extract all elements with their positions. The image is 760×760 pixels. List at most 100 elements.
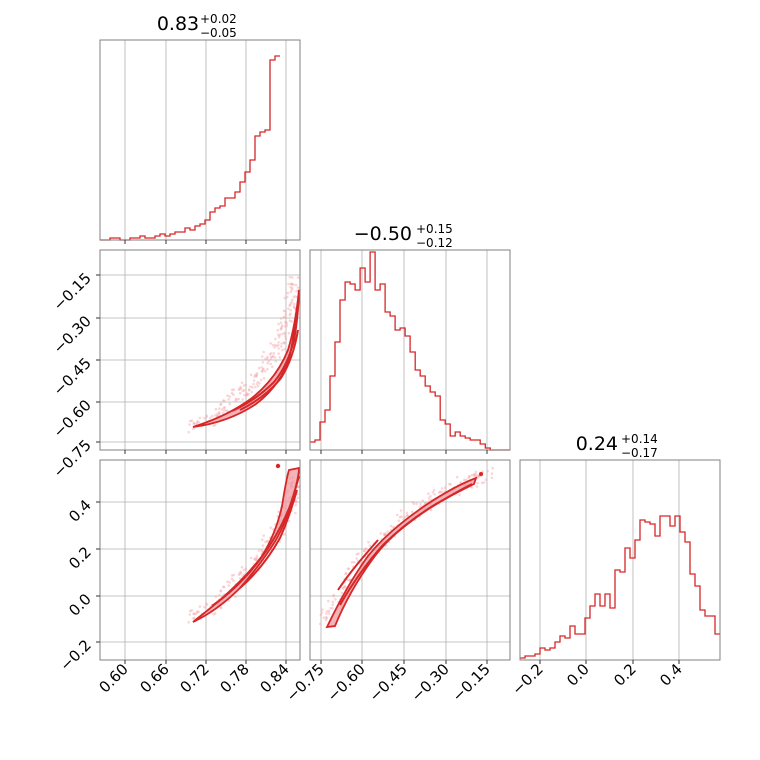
scatter-point xyxy=(285,321,288,324)
scatter-point xyxy=(188,613,191,616)
x-tick-label: 0.0 xyxy=(563,660,593,690)
scatter-point xyxy=(293,306,296,309)
grid-hist-p2 xyxy=(539,460,680,660)
panel-2d-r2c0 xyxy=(96,459,301,664)
scatter-point xyxy=(230,388,234,392)
scatter-point xyxy=(462,478,466,482)
scatter-point xyxy=(240,381,244,385)
scatter-point xyxy=(243,393,246,397)
scatter-point xyxy=(266,539,269,543)
scatter-point xyxy=(240,565,244,569)
scatter-point xyxy=(470,474,474,477)
scatter-point xyxy=(284,335,287,338)
axes-frame-r1c0 xyxy=(99,249,301,451)
scatter-point xyxy=(234,595,237,599)
scatter-point xyxy=(244,383,248,387)
scatter-point xyxy=(383,533,387,536)
scatter-point xyxy=(218,411,221,415)
scatter-point xyxy=(205,414,208,417)
ticks-r1c0 xyxy=(96,274,287,454)
x-tick-label: 0.78 xyxy=(216,660,252,696)
scatter-point xyxy=(279,345,283,348)
scatter-point xyxy=(364,547,367,550)
scatter-point xyxy=(228,395,231,398)
scatter-point xyxy=(283,331,286,335)
scatter-point xyxy=(340,591,344,595)
title-p2-minus: −0.17 xyxy=(621,446,658,460)
scatter-point xyxy=(474,473,477,476)
scatter-point xyxy=(427,492,430,496)
scatter-point xyxy=(324,615,328,619)
y-tick-labels-row2: 0.4 0.2 0.0 −0.2 xyxy=(56,496,94,674)
scatter-point xyxy=(234,397,238,401)
scatter-point xyxy=(254,558,258,562)
grid-hist-p1 xyxy=(320,250,488,450)
scatter-point xyxy=(254,558,258,562)
scatter-point xyxy=(213,423,217,427)
y-tick-label: 0.2 xyxy=(65,543,95,573)
scatter-point xyxy=(296,286,300,289)
scatter-point xyxy=(490,472,494,475)
scatter-point xyxy=(296,485,300,489)
scatter-point xyxy=(486,469,490,473)
scatter-point xyxy=(282,341,286,344)
scatter-point xyxy=(357,552,360,555)
scatter-point xyxy=(346,567,350,570)
scatter-point xyxy=(292,283,295,286)
scatter-point xyxy=(277,343,280,347)
scatter-point xyxy=(277,335,281,339)
title-p0-minus: −0.05 xyxy=(200,26,237,40)
scatter-point xyxy=(241,398,244,401)
scatter-point xyxy=(287,282,290,286)
scatter-point xyxy=(189,419,192,423)
y-tick-label: −0.60 xyxy=(50,396,95,441)
title-p0-plus: +0.02 xyxy=(200,12,237,26)
scatter-point xyxy=(244,567,248,571)
scatter-point xyxy=(283,533,287,536)
scatter-point xyxy=(294,504,298,507)
scatter-point xyxy=(191,427,195,431)
scatter-point xyxy=(275,344,279,348)
scatter-point xyxy=(285,322,288,326)
scatter-point xyxy=(459,481,463,484)
scatter-point xyxy=(264,357,267,361)
scatter-point xyxy=(230,574,234,577)
scatter-point xyxy=(288,313,292,317)
scatter-point xyxy=(399,509,403,512)
scatter-point xyxy=(284,310,287,313)
y-tick-labels-row1: −0.15 −0.30 −0.45 −0.60 −0.75 xyxy=(50,269,95,481)
scatter-point xyxy=(474,474,478,477)
scatter-point xyxy=(250,390,254,394)
scatter-point xyxy=(439,490,442,493)
scatter-point xyxy=(292,305,296,308)
scatter-point xyxy=(290,300,293,304)
scatter-point xyxy=(242,568,246,572)
y-tick-label: −0.75 xyxy=(50,436,95,481)
scatter-point xyxy=(490,476,494,480)
scatter-point xyxy=(282,342,286,345)
scatter-point xyxy=(282,316,286,319)
scatter-point xyxy=(285,324,289,328)
scatter-point xyxy=(269,342,273,345)
scatter-point xyxy=(263,369,267,373)
scatter-point xyxy=(281,348,284,352)
scatter-point xyxy=(245,394,248,397)
scatter-point xyxy=(260,366,264,369)
scatter-point xyxy=(223,399,226,403)
y-tick-label: −0.45 xyxy=(50,354,95,399)
scatter-point xyxy=(292,302,296,306)
scatter-point xyxy=(289,285,292,289)
x-tick-label: −0.2 xyxy=(508,660,546,698)
scatter-point xyxy=(267,359,271,363)
scatter-point xyxy=(261,361,265,364)
scatter-point xyxy=(273,356,277,359)
x-tick-label: −0.15 xyxy=(449,660,494,705)
scatter-point xyxy=(367,540,370,544)
scatter-point xyxy=(239,570,242,574)
scatter-point xyxy=(325,610,329,613)
panel-hist-p2: 0.24 +0.14 −0.17 xyxy=(519,432,721,664)
scatter-point xyxy=(271,365,274,369)
scatter-point xyxy=(455,475,459,479)
scatter-point xyxy=(239,387,243,390)
scatter-point xyxy=(475,485,479,488)
